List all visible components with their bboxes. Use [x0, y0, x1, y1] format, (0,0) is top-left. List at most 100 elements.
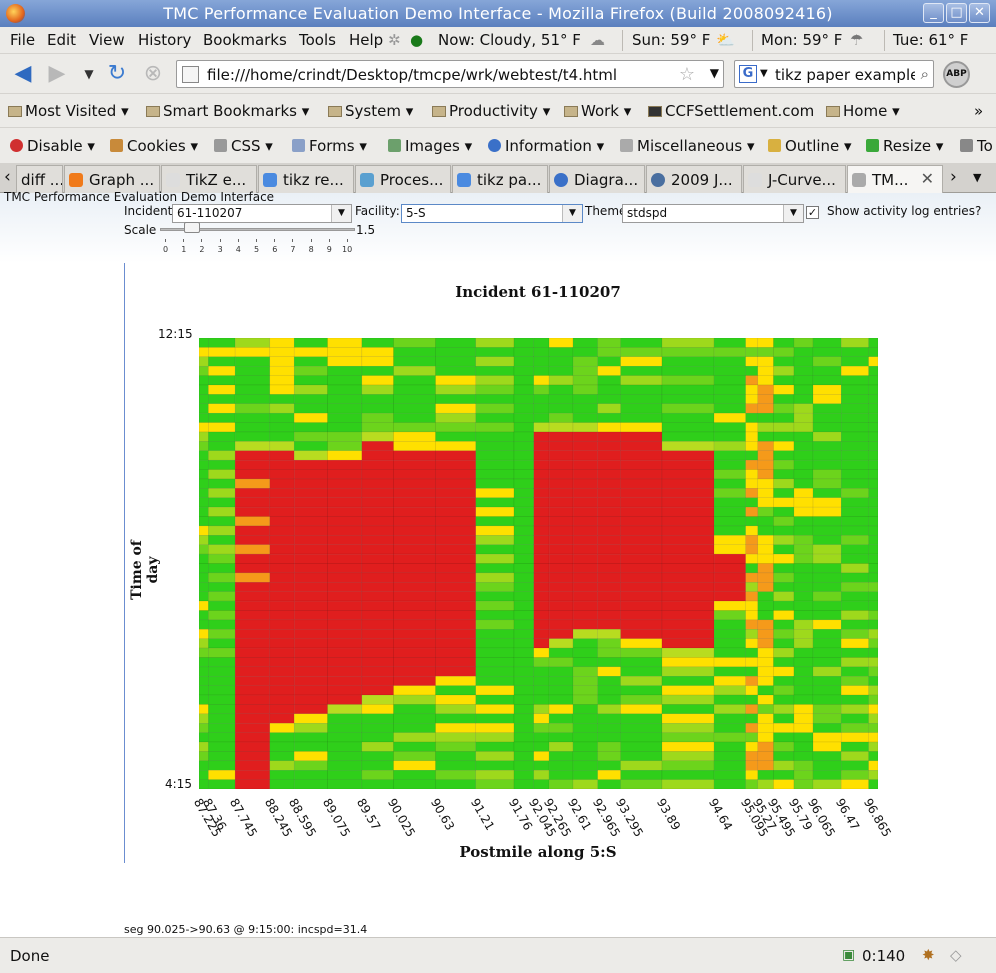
heatmap-cell[interactable] — [757, 582, 774, 592]
heatmap-cell[interactable] — [812, 506, 842, 517]
heatmap-cell[interactable] — [475, 591, 515, 602]
heatmap-cell[interactable] — [793, 647, 814, 658]
heatmap-cell[interactable] — [548, 638, 574, 649]
heatmap-cell[interactable] — [293, 591, 328, 602]
heatmap-cell[interactable] — [513, 694, 535, 705]
heatmap-cell[interactable] — [840, 338, 869, 348]
heatmap-cell[interactable] — [361, 779, 394, 789]
heatmap-cell[interactable] — [361, 619, 394, 630]
url-bar[interactable]: file:///home/crindt/Desktop/tmcpe/wrk/we… — [176, 60, 724, 88]
heatmap-cell[interactable] — [475, 666, 515, 677]
heatmap-cell[interactable] — [533, 779, 550, 789]
heatmap-cell[interactable] — [513, 535, 535, 545]
heatmap-cell[interactable] — [293, 610, 328, 621]
heatmap-cell[interactable] — [327, 713, 363, 724]
heatmap-cell[interactable] — [361, 760, 394, 771]
heatmap-cell[interactable] — [533, 666, 550, 677]
heatmap-cell[interactable] — [713, 723, 746, 733]
heatmap-cell[interactable] — [199, 441, 209, 451]
heatmap-cell[interactable] — [293, 403, 328, 414]
window-titlebar[interactable]: TMC Performance Evaluation Demo Interfac… — [0, 0, 996, 27]
heatmap-cell[interactable] — [793, 338, 814, 348]
heatmap-cell[interactable] — [533, 365, 550, 376]
heatmap-cell[interactable] — [868, 516, 878, 527]
heatmap-cell[interactable] — [435, 657, 477, 668]
heatmap-cell[interactable] — [199, 563, 209, 574]
chevron-down-icon[interactable]: ▼ — [562, 205, 582, 222]
heatmap-cell[interactable] — [475, 713, 515, 724]
heatmap-cell[interactable] — [661, 723, 715, 733]
heatmap-cell[interactable] — [661, 553, 715, 564]
heatmap-cell[interactable] — [393, 694, 436, 705]
heatmap-cell[interactable] — [572, 732, 598, 743]
heatmap-cell[interactable] — [548, 723, 574, 733]
url-text[interactable]: file:///home/crindt/Desktop/tmcpe/wrk/we… — [207, 66, 618, 84]
heatmap-cell[interactable] — [773, 600, 795, 611]
heatmap-cell[interactable] — [234, 685, 271, 696]
heatmap-cell[interactable] — [269, 338, 295, 348]
heatmap-cell[interactable] — [793, 619, 814, 630]
heatmap-cell[interactable] — [597, 544, 621, 555]
heatmap-cell[interactable] — [713, 412, 746, 423]
heatmap-cell[interactable] — [620, 676, 663, 686]
heatmap-cell[interactable] — [234, 638, 271, 649]
heatmap-cell[interactable] — [757, 544, 774, 555]
heatmap-cell[interactable] — [393, 544, 436, 555]
heatmap-cell[interactable] — [393, 732, 436, 743]
heatmap-cell[interactable] — [548, 770, 574, 780]
heatmap-cell[interactable] — [757, 375, 774, 386]
heatmap-cell[interactable] — [773, 704, 795, 715]
heatmap-cell[interactable] — [793, 469, 814, 480]
heatmap-cell[interactable] — [868, 544, 878, 555]
heatmap-cell[interactable] — [793, 732, 814, 743]
heatmap-cell[interactable] — [812, 535, 842, 545]
heatmap-cell[interactable] — [868, 657, 878, 668]
heatmap-cell[interactable] — [208, 666, 236, 677]
bookmark-smart-bookmarks[interactable]: Smart Bookmarks ▾ — [146, 102, 309, 120]
heatmap-cell[interactable] — [208, 365, 236, 376]
heatmap-cell[interactable] — [868, 553, 878, 564]
heatmap-cell[interactable] — [327, 497, 363, 508]
heatmap-cell[interactable] — [840, 591, 869, 602]
heatmap-cell[interactable] — [208, 525, 236, 536]
heatmap-cell[interactable] — [293, 441, 328, 451]
heatmap-cell[interactable] — [234, 516, 271, 527]
heatmap-cell[interactable] — [572, 591, 598, 602]
heatmap-cell[interactable] — [745, 591, 759, 602]
tab-tikz-pa[interactable]: tikz pa... — [452, 165, 548, 193]
heatmap-cell[interactable] — [548, 694, 574, 705]
heatmap-cell[interactable] — [513, 394, 535, 404]
heatmap-cell[interactable] — [745, 647, 759, 658]
heatmap-cell[interactable] — [475, 676, 515, 686]
heatmap-cell[interactable] — [572, 356, 598, 367]
heatmap-cell[interactable] — [548, 657, 574, 668]
heatmap-cell[interactable] — [269, 431, 295, 442]
heatmap-cell[interactable] — [435, 394, 477, 404]
heatmap-cell[interactable] — [208, 563, 236, 574]
heatmap-cell[interactable] — [597, 431, 621, 442]
heatmap-cell[interactable] — [361, 723, 394, 733]
heatmap-cell[interactable] — [208, 713, 236, 724]
heatmap-cell[interactable] — [234, 591, 271, 602]
heatmap-cell[interactable] — [868, 525, 878, 536]
heatmap-cell[interactable] — [773, 553, 795, 564]
heatmap-cell[interactable] — [620, 441, 663, 451]
heatmap-cell[interactable] — [745, 676, 759, 686]
heatmap-cell[interactable] — [361, 647, 394, 658]
heatmap-cell[interactable] — [393, 770, 436, 780]
heatmap-cell[interactable] — [713, 365, 746, 376]
heatmap-cell[interactable] — [840, 629, 869, 639]
heatmap-cell[interactable] — [208, 704, 236, 715]
heatmap-cell[interactable] — [757, 666, 774, 677]
heatmap-cell[interactable] — [513, 506, 535, 517]
heatmap-cell[interactable] — [393, 338, 436, 348]
heatmap-cell[interactable] — [393, 619, 436, 630]
heatmap-cell[interactable] — [393, 591, 436, 602]
heatmap-cell[interactable] — [199, 459, 209, 470]
facility-select[interactable]: 5-S ▼ — [401, 204, 583, 223]
heatmap-cell[interactable] — [745, 469, 759, 480]
heatmap-cell[interactable] — [435, 478, 477, 489]
heatmap-cell[interactable] — [793, 572, 814, 583]
heatmap-cell[interactable] — [793, 666, 814, 677]
heatmap-cell[interactable] — [661, 469, 715, 480]
